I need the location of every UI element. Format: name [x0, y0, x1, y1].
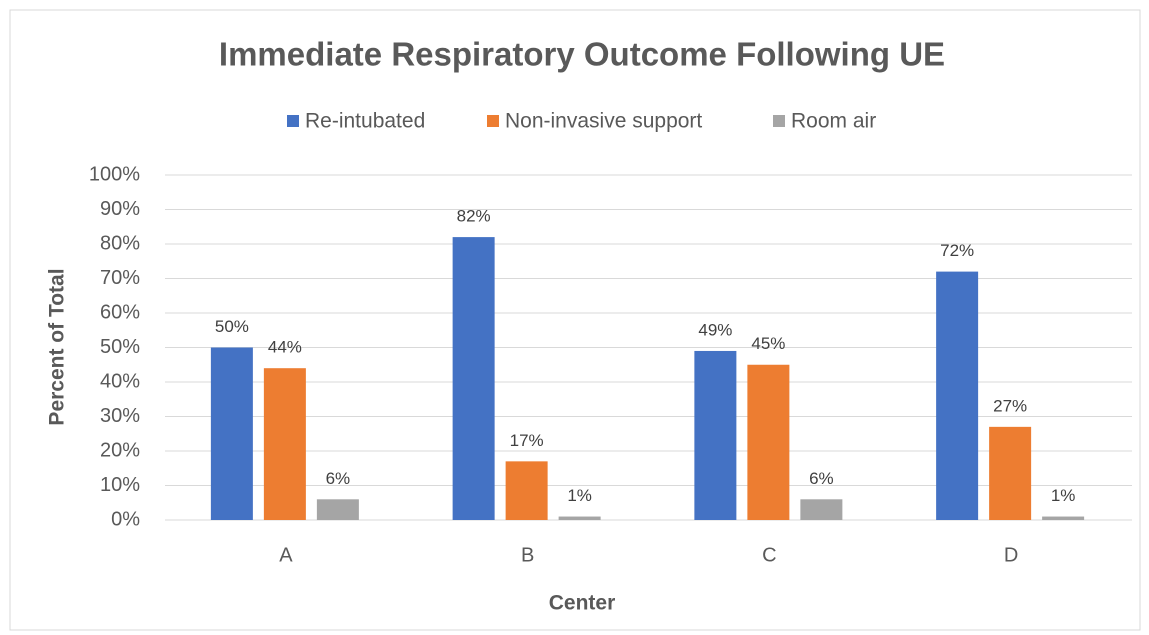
- legend-label: Non-invasive support: [505, 110, 702, 133]
- chart-title: Immediate Respiratory Outcome Following …: [219, 36, 945, 73]
- data-label: 50%: [215, 317, 249, 336]
- bar: [210, 347, 253, 520]
- bar: [558, 516, 601, 520]
- bar: [505, 461, 548, 520]
- bar: [694, 350, 737, 520]
- bar: [936, 271, 979, 520]
- bar: [1042, 516, 1085, 520]
- data-label: 1%: [1051, 486, 1076, 505]
- data-label: 1%: [567, 486, 592, 505]
- bar: [263, 368, 306, 520]
- data-label: 45%: [751, 334, 785, 353]
- y-tick-label: 20%: [100, 439, 140, 461]
- x-axis-label: Center: [549, 592, 616, 615]
- data-label: 72%: [940, 241, 974, 260]
- data-label: 49%: [698, 320, 732, 339]
- y-tick-label: 60%: [100, 301, 140, 323]
- legend-swatch: [773, 115, 785, 127]
- x-tick-label: C: [762, 544, 776, 566]
- y-tick-label: 90%: [100, 198, 140, 220]
- y-tick-label: 40%: [100, 370, 140, 392]
- y-axis-label: Percent of Total: [46, 268, 69, 425]
- y-tick-label: 30%: [100, 405, 140, 427]
- legend-swatch: [487, 115, 499, 127]
- data-label: 6%: [326, 469, 351, 488]
- x-tick-label: A: [279, 544, 293, 566]
- x-tick-label: B: [521, 544, 534, 566]
- bar: [989, 426, 1032, 520]
- x-tick-label: D: [1004, 544, 1018, 566]
- y-tick-label: 0%: [111, 508, 140, 530]
- data-label: 6%: [809, 469, 834, 488]
- bar: [747, 364, 790, 520]
- data-label: 44%: [268, 338, 302, 357]
- data-label: 82%: [457, 207, 491, 226]
- legend-label: Room air: [791, 110, 876, 133]
- data-label: 17%: [510, 431, 544, 450]
- y-tick-label: 50%: [100, 336, 140, 358]
- legend-swatch: [287, 115, 299, 127]
- y-tick-label: 80%: [100, 232, 140, 254]
- data-label: 27%: [993, 396, 1027, 415]
- bar: [452, 237, 495, 520]
- y-tick-label: 100%: [89, 163, 140, 185]
- y-tick-label: 70%: [100, 267, 140, 289]
- legend-label: Re-intubated: [305, 110, 425, 133]
- bar: [316, 499, 359, 520]
- bar: [800, 499, 843, 520]
- y-tick-label: 10%: [100, 474, 140, 496]
